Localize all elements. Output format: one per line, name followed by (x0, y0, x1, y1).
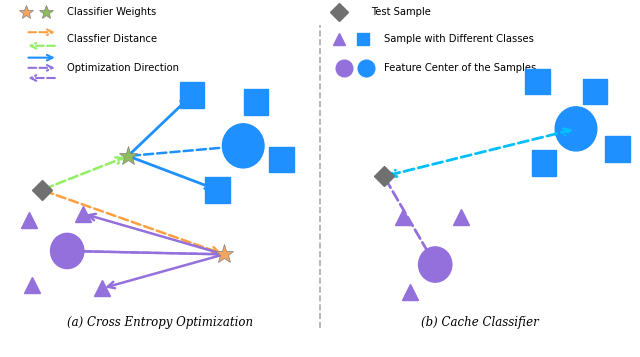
Bar (269, 146, 294, 172)
Bar (244, 89, 268, 115)
Bar (205, 177, 230, 203)
Bar (605, 136, 630, 162)
Text: Sample with Different Classes: Sample with Different Classes (384, 34, 534, 44)
Text: (a) Cross Entropy Optimization: (a) Cross Entropy Optimization (67, 316, 253, 329)
Circle shape (556, 107, 596, 151)
Text: Feature Center of the Samples: Feature Center of the Samples (384, 63, 536, 73)
Text: Classfier Distance: Classfier Distance (67, 34, 157, 44)
Text: Optimization Direction: Optimization Direction (67, 63, 179, 73)
Text: Test Sample: Test Sample (371, 7, 431, 17)
Bar (583, 79, 607, 105)
Circle shape (51, 233, 84, 268)
Text: (b) Cache Classifier: (b) Cache Classifier (421, 316, 539, 329)
Circle shape (223, 124, 264, 168)
Text: Classifier Weights: Classifier Weights (67, 7, 156, 17)
Bar (180, 82, 204, 108)
Circle shape (419, 247, 452, 282)
Bar (532, 150, 556, 176)
Bar (525, 69, 550, 94)
